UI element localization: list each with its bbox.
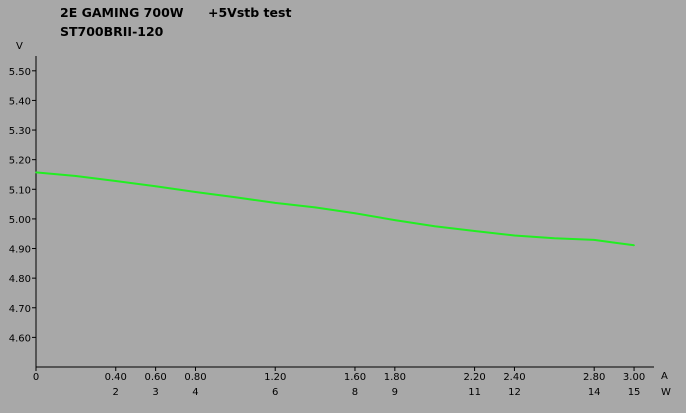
data-point (613, 241, 615, 244)
y-tick-label: 4.60 (9, 333, 31, 344)
data-point (35, 171, 37, 174)
x-tick-label: 1.60 (344, 372, 366, 383)
data-point (75, 175, 77, 177)
y-tick-label: 5.50 (9, 67, 31, 78)
x-tick-label: 0 (33, 372, 39, 383)
series-line (35, 171, 635, 247)
x-tick-label: 1.20 (264, 372, 286, 383)
data-point (553, 237, 556, 239)
test-label: +5Vstb test (208, 5, 291, 20)
data-point (513, 234, 516, 237)
data-point (114, 180, 117, 182)
x-axis-label: A (661, 371, 668, 382)
x2-axis-label: W (661, 387, 671, 398)
x2-tick-label: 4 (192, 387, 198, 398)
y-tick-label: 4.90 (9, 245, 31, 256)
data-point (154, 185, 157, 188)
y-tick-label: 5.40 (9, 96, 31, 107)
y-tick-label: 5.10 (9, 185, 31, 196)
data-point (593, 239, 595, 241)
y-axis-label: V (16, 41, 23, 52)
y-tick-label: 5.30 (9, 126, 31, 137)
x2-tick-label: 2 (113, 387, 119, 398)
x2-tick-label: 12 (508, 387, 521, 398)
y-tick-label: 4.70 (9, 304, 31, 315)
x2-tick-label: 14 (588, 387, 601, 398)
data-point (633, 244, 635, 247)
x-tick-label: 0.80 (184, 372, 206, 383)
x2-tick-label: 3 (152, 387, 158, 398)
x-tick-label: 3.00 (623, 372, 645, 383)
x-tick-label: 2.80 (583, 372, 605, 383)
x2-tick-label: 6 (272, 387, 278, 398)
x-tick-label: 2.40 (503, 372, 525, 383)
data-point (354, 212, 356, 215)
x2-tick-label: 11 (468, 387, 481, 398)
chart-subtitle: ST700BRII-120 (60, 24, 164, 39)
data-point (433, 225, 436, 228)
x-tick-label: 1.80 (384, 372, 406, 383)
y-tick-label: 5.00 (9, 215, 31, 226)
data-point (274, 202, 277, 204)
chart-title: 2E GAMING 700W (60, 5, 184, 20)
data-point (394, 219, 396, 221)
y-tick-label: 4.80 (9, 274, 31, 285)
x-tick-label: 0.60 (144, 372, 166, 383)
x-tick-label: 2.20 (463, 372, 485, 383)
y-tick-label: 5.20 (9, 156, 31, 167)
x2-tick-label: 15 (628, 387, 641, 398)
data-point (314, 206, 316, 209)
data-point (194, 191, 197, 193)
data-point (473, 230, 476, 232)
x2-tick-label: 9 (392, 387, 398, 398)
data-point (234, 196, 237, 199)
x2-tick-label: 8 (352, 387, 358, 398)
x-tick-label: 0.40 (105, 372, 127, 383)
